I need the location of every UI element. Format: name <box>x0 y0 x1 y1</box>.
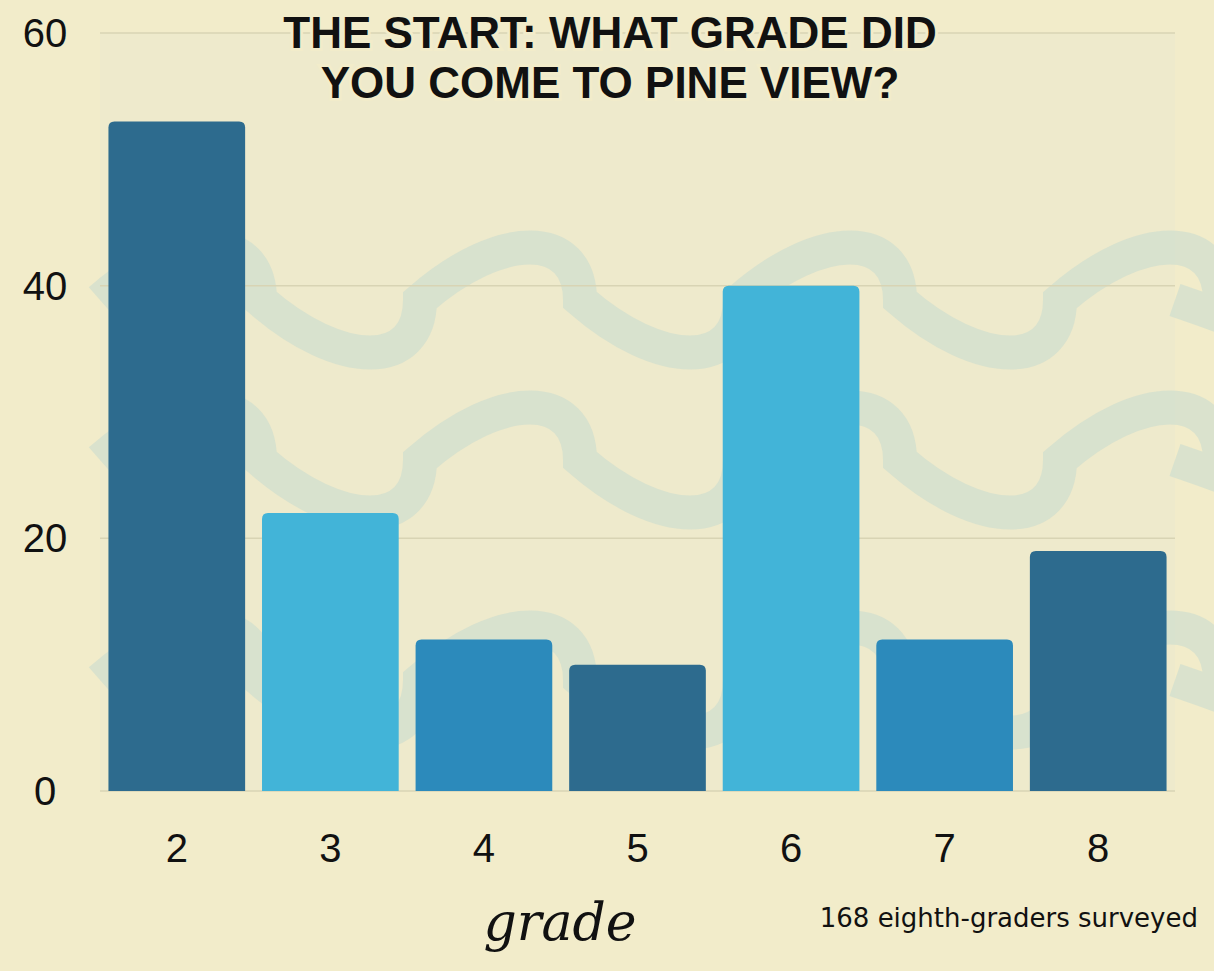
wave <box>100 248 1214 353</box>
y-tick-label: 0 <box>34 769 56 813</box>
bar <box>569 665 706 791</box>
bar <box>723 286 860 791</box>
x-axis-title: grade <box>483 892 636 952</box>
chart: 0 20 40 60 2 3 4 5 6 7 8 THE START: WHAT GRADE DIDY… <box>0 0 1214 971</box>
x-tick-label: 6 <box>780 826 802 870</box>
y-tick-label: 40 <box>23 264 68 308</box>
x-tick-label: 4 <box>473 826 495 870</box>
x-tick-label: 7 <box>934 826 956 870</box>
x-tick-label: 5 <box>626 826 648 870</box>
title: THE START: WHAT GRADE DID <box>283 8 936 57</box>
bar <box>1030 551 1167 791</box>
bar <box>108 121 245 791</box>
y-tick-label: 60 <box>23 11 68 55</box>
x-tick-label: 8 <box>1087 826 1109 870</box>
x-tick-label: 2 <box>166 826 188 870</box>
grid-line <box>100 285 1175 287</box>
grid-line <box>100 538 1175 540</box>
bar <box>876 639 1013 791</box>
bar <box>416 639 553 791</box>
wave <box>100 408 1214 513</box>
x-tick-label: 3 <box>319 826 341 870</box>
title: YOU COME TO PINE VIEW? <box>321 58 900 107</box>
bars <box>108 121 1166 791</box>
annotation: 168 eighth-graders surveyed <box>820 903 1198 933</box>
y-tick-label: 20 <box>23 516 68 560</box>
bar <box>262 513 399 791</box>
